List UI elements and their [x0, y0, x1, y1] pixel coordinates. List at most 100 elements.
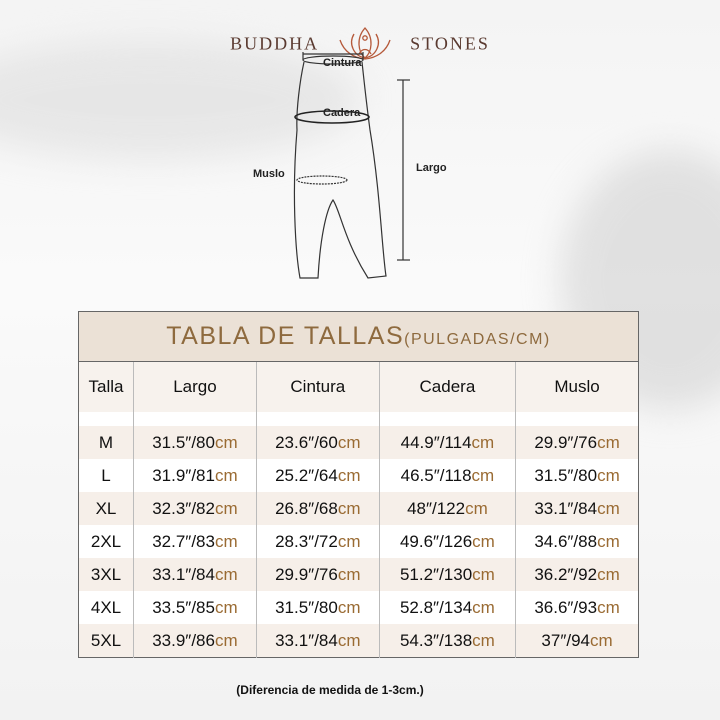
background-mist [0, 40, 360, 160]
measurement-note: (Diferencia de medida de 1-3cm.) [236, 683, 424, 697]
cm-unit: cm [337, 597, 361, 617]
measure-cell: 52.8″/134cm [378, 591, 516, 624]
inch-value: 37″/94 [541, 630, 590, 650]
measure-cell: 46.5″/118cm [378, 459, 516, 492]
inch-value: 31.5″/80 [275, 597, 338, 617]
cm-unit: cm [597, 465, 620, 485]
header-cintura: Cintura [255, 361, 380, 412]
inch-value: 31.9″/81 [152, 465, 215, 485]
measure-cell: 26.8″/68cm [255, 492, 380, 525]
inch-value: 36.2″/92 [534, 564, 598, 584]
inch-value: 32.3″/82 [152, 498, 215, 518]
size-cell: 3XL [78, 558, 134, 591]
measure-cell: 33.1″/84cm [133, 558, 257, 591]
inch-value: 49.6″/126 [399, 531, 473, 551]
cm-unit: cm [597, 597, 620, 617]
inch-value: 52.8″/134 [399, 597, 473, 617]
measure-cell: 37″/94cm [515, 624, 639, 658]
measure-cell: 34.6″/88cm [515, 525, 639, 558]
inch-value: 29.9″/76 [534, 432, 598, 452]
inch-value: 33.5″/85 [152, 597, 215, 617]
measure-cell: 33.9″/86cm [133, 624, 257, 658]
size-cell: 2XL [78, 525, 134, 558]
table-row: M 31.5″/80cm 23.6″/60cm 44.9″/114cm 29.9″/76… [78, 426, 639, 459]
cm-unit: cm [337, 465, 361, 485]
cm-unit: cm [337, 531, 361, 551]
header-largo: Largo [133, 361, 257, 412]
size-cell: L [78, 459, 134, 492]
table-title: TABLA DE TALLAS(PULGADAS/CM) [78, 311, 639, 362]
measure-cell: 29.9″/76cm [255, 558, 380, 591]
measure-cell: 32.3″/82cm [133, 492, 257, 525]
cm-unit: cm [214, 432, 238, 452]
inch-value: 23.6″/60 [275, 432, 338, 452]
inch-value: 29.9″/76 [275, 564, 338, 584]
measure-cell: 33.5″/85cm [133, 591, 257, 624]
measure-cell: 32.7″/83cm [133, 525, 257, 558]
label-cintura: Cintura [323, 57, 362, 69]
measure-cell: 31.5″/80cm [133, 426, 257, 459]
measure-cell: 36.6″/93cm [515, 591, 639, 624]
cm-unit: cm [465, 498, 488, 518]
cm-unit: cm [597, 498, 620, 518]
inch-value: 48″/122 [407, 498, 466, 518]
cm-unit: cm [472, 630, 495, 650]
measure-cell: 31.5″/80cm [515, 459, 639, 492]
table-row: L 31.9″/81cm 25.2″/64cm 46.5″/118cm 31.5″/80… [78, 459, 639, 492]
inch-value: 33.1″/84 [152, 564, 215, 584]
cm-unit: cm [214, 564, 238, 584]
measure-cell: 49.6″/126cm [378, 525, 516, 558]
measure-cell: 25.2″/64cm [255, 459, 380, 492]
label-cadera: Cadera [323, 107, 361, 119]
inch-value: 33.1″/84 [275, 630, 338, 650]
inch-value: 34.6″/88 [534, 531, 598, 551]
table-row: 2XL 32.7″/83cm 28.3″/72cm 49.6″/126cm 34.6″/… [78, 525, 639, 558]
cm-unit: cm [337, 498, 361, 518]
inch-value: 25.2″/64 [275, 465, 338, 485]
inch-value: 28.3″/72 [275, 531, 338, 551]
table-row: 3XL 33.1″/84cm 29.9″/76cm 51.2″/130cm 36.2″/… [78, 558, 639, 591]
inch-value: 54.3″/138 [399, 630, 473, 650]
cm-unit: cm [589, 630, 613, 650]
size-cell: 5XL [78, 624, 134, 658]
header-talla: Talla [78, 361, 134, 412]
measure-cell: 33.1″/84cm [515, 492, 639, 525]
cm-unit: cm [214, 498, 238, 518]
table-row: XL 32.3″/82cm 26.8″/68cm 48″/122cm 33.1″/84c… [78, 492, 639, 525]
title-unit: (PULGADAS/CM) [404, 331, 551, 348]
label-largo: Largo [416, 162, 447, 174]
measure-cell: 31.5″/80cm [255, 591, 380, 624]
cm-unit: cm [472, 564, 495, 584]
inch-value: 31.5″/80 [152, 432, 215, 452]
cm-unit: cm [214, 630, 238, 650]
inch-value: 31.5″/80 [534, 465, 598, 485]
measure-cell: 36.2″/92cm [515, 558, 639, 591]
cm-unit: cm [597, 564, 620, 584]
size-cell: M [78, 426, 134, 459]
inch-value: 33.9″/86 [152, 630, 215, 650]
header-row: Talla Largo Cintura Cadera Muslo [78, 361, 639, 412]
brand-right: STONES [410, 33, 490, 54]
inch-value: 33.1″/84 [534, 498, 598, 518]
pants-diagram: Cintura Cadera Muslo Largo [240, 50, 480, 290]
cm-unit: cm [471, 465, 495, 485]
cm-unit: cm [214, 465, 238, 485]
header-muslo: Muslo [515, 361, 639, 412]
brand-left: BUDDHA [230, 33, 320, 54]
table-row: 4XL 33.5″/85cm 31.5″/80cm 52.8″/134cm 36.6″/… [78, 591, 639, 624]
measure-cell: 48″/122cm [378, 492, 516, 525]
label-muslo: Muslo [253, 168, 285, 180]
cm-unit: cm [597, 531, 620, 551]
measure-cell: 44.9″/114cm [378, 426, 516, 459]
measure-cell: 31.9″/81cm [133, 459, 257, 492]
measure-cell: 29.9″/76cm [515, 426, 639, 459]
inch-value: 32.7″/83 [152, 531, 215, 551]
size-cell: 4XL [78, 591, 134, 624]
cm-unit: cm [214, 597, 238, 617]
cm-unit: cm [597, 432, 620, 452]
cm-unit: cm [472, 597, 495, 617]
table-row: 5XL 33.9″/86cm 33.1″/84cm 54.3″/138cm 37″/94… [78, 624, 639, 658]
spacer-row [78, 412, 639, 426]
harem-pants-illustration [293, 52, 410, 279]
measure-cell: 28.3″/72cm [255, 525, 380, 558]
